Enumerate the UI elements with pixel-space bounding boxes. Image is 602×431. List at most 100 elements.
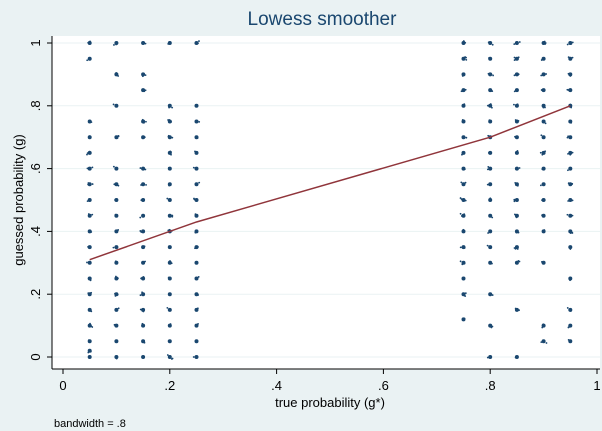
scatter-point-jitter	[196, 137, 199, 139]
scatter-point-jitter	[167, 134, 170, 137]
scatter-point-jitter	[87, 246, 89, 248]
scatter-point-jitter	[513, 74, 516, 77]
scatter-point	[488, 323, 493, 328]
scatter-point-jitter	[198, 40, 200, 42]
scatter-point-jitter	[144, 260, 146, 263]
scatter-point-jitter	[515, 216, 518, 219]
scatter-point-jitter	[567, 182, 570, 185]
scatter-point-jitter	[114, 260, 117, 263]
scatter-point	[114, 245, 119, 250]
scatter-point	[461, 150, 466, 155]
scatter-point-jitter	[140, 199, 143, 202]
scatter-point-jitter	[513, 59, 516, 61]
scatter-point-jitter	[141, 75, 144, 78]
scatter-point-jitter	[515, 231, 518, 234]
scatter-point	[114, 323, 119, 328]
scatter-point-jitter	[514, 307, 517, 310]
scatter-point-jitter	[116, 293, 119, 296]
scatter-point-jitter	[192, 356, 195, 358]
scatter-point-jitter	[167, 340, 170, 342]
scatter-point-jitter	[491, 43, 494, 46]
scatter-point-jitter	[196, 261, 199, 264]
scatter-point-jitter	[516, 184, 519, 187]
scatter-point-jitter	[462, 119, 465, 122]
scatter-point	[514, 166, 519, 171]
scatter-point-jitter	[459, 260, 462, 263]
scatter-point-jitter	[170, 358, 173, 360]
scatter-point-jitter	[487, 151, 490, 154]
scatter-point-jitter	[170, 153, 172, 156]
scatter-point-jitter	[89, 279, 92, 282]
scatter-point-jitter	[168, 41, 171, 43]
scatter-point-jitter	[541, 326, 544, 329]
scatter-point-jitter	[88, 150, 91, 153]
scatter-point-jitter	[112, 165, 115, 168]
scatter-point-jitter	[514, 135, 516, 138]
x-tick-label: 1	[593, 378, 600, 393]
scatter-point-jitter	[516, 248, 519, 250]
scatter-point-jitter	[543, 40, 546, 43]
scatter-point	[568, 198, 573, 202]
scatter-point-jitter	[489, 103, 492, 105]
scatter-point-jitter	[117, 134, 120, 137]
scatter-point	[114, 182, 119, 187]
scatter-point-jitter	[513, 103, 515, 106]
scatter-point	[114, 307, 119, 312]
scatter-point-jitter	[566, 307, 569, 309]
scatter-point-jitter	[516, 103, 519, 106]
scatter-point-jitter	[115, 355, 118, 358]
scatter-point-jitter	[514, 356, 517, 359]
scatter-point-jitter	[487, 72, 490, 75]
scatter-point-jitter	[197, 322, 199, 325]
scatter-point-jitter	[198, 181, 201, 184]
scatter-point-jitter	[197, 276, 200, 278]
scatter-point-jitter	[517, 120, 520, 122]
scatter-point-jitter	[140, 231, 143, 233]
scatter-point-jitter	[117, 184, 120, 187]
x-tick-label: .6	[378, 378, 389, 393]
scatter-point	[488, 150, 493, 155]
scatter-point	[541, 119, 546, 124]
scatter-point-jitter	[513, 199, 516, 202]
scatter-point-jitter	[491, 294, 494, 296]
scatter-point	[141, 323, 146, 328]
scatter-point-jitter	[88, 135, 91, 138]
x-tick-label: .4	[271, 378, 282, 393]
scatter-point-jitter	[460, 90, 463, 93]
scatter-point-jitter	[194, 42, 197, 45]
scatter-point-jitter	[571, 41, 574, 44]
scatter-point	[87, 260, 92, 265]
scatter-point-jitter	[570, 121, 572, 124]
scatter-point-jitter	[464, 41, 467, 44]
scatter-point-jitter	[570, 42, 573, 45]
scatter-point-jitter	[463, 213, 466, 216]
scatter-point-jitter	[461, 263, 464, 266]
scatter-point-jitter	[567, 200, 570, 202]
scatter-point-jitter	[540, 260, 543, 263]
scatter-point-jitter	[139, 167, 142, 169]
scatter-point-jitter	[87, 292, 90, 295]
scatter-point-jitter	[141, 137, 144, 140]
scatter-point-jitter	[490, 73, 493, 76]
scatter-point-jitter	[91, 166, 94, 169]
scatter-point	[141, 229, 146, 234]
scatter-point-jitter	[117, 229, 120, 231]
y-tick-label: 0	[28, 353, 43, 360]
scatter-point-jitter	[544, 42, 547, 44]
scatter-point-jitter	[569, 232, 572, 235]
scatter-point-jitter	[195, 230, 198, 233]
scatter-point-jitter	[87, 213, 90, 215]
scatter-point	[114, 72, 119, 77]
scatter-point	[461, 198, 466, 202]
scatter-point-jitter	[168, 106, 170, 109]
scatter-point-jitter	[569, 75, 572, 77]
scatter-point	[194, 198, 199, 202]
scatter-point-jitter	[114, 295, 117, 297]
scatter-point-jitter	[170, 120, 173, 123]
scatter-point-jitter	[169, 277, 171, 280]
scatter-point-jitter	[166, 197, 169, 200]
scatter-point-jitter	[542, 325, 545, 328]
scatter-point	[514, 88, 519, 93]
scatter-point-jitter	[193, 198, 196, 201]
